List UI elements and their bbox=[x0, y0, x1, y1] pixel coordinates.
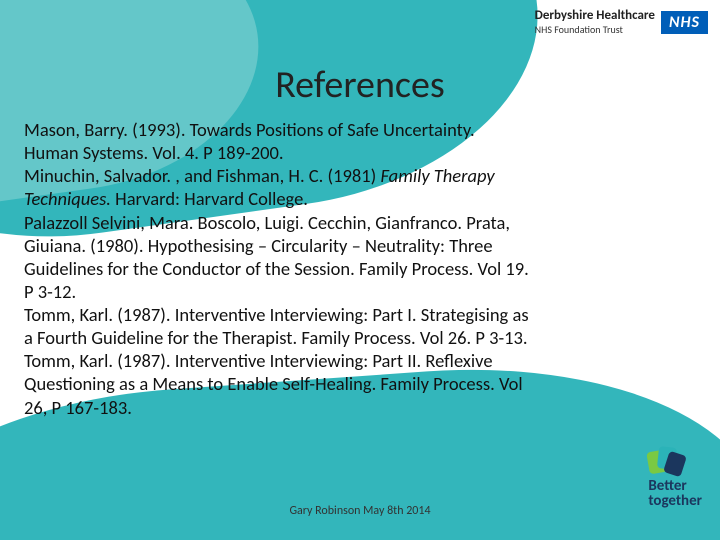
ref-line: Guidelines for the Conductor of the Sess… bbox=[24, 257, 696, 280]
ref-line: Techniques. Harvard: Harvard College. bbox=[24, 187, 696, 210]
brand-bar: Derbyshire Healthcare NHS Foundation Tru… bbox=[535, 8, 708, 36]
page-title: References bbox=[0, 62, 720, 108]
ref-line: P 3-12. bbox=[24, 280, 696, 303]
bt-logo-icon bbox=[648, 447, 682, 477]
ref-line: Tomm, Karl. (1987). Interventive Intervi… bbox=[24, 303, 696, 326]
ref-line: Minuchin, Salvador. , and Fishman, H. C.… bbox=[24, 164, 696, 187]
better-together-logo: Better together bbox=[648, 447, 702, 511]
bt-line2: together bbox=[648, 494, 702, 510]
ref-line: Tomm, Karl. (1987). Interventive Intervi… bbox=[24, 349, 696, 372]
org-sub: NHS Foundation Trust bbox=[535, 23, 655, 36]
ref-line: Giuiana. (1980). Hypothesising – Circula… bbox=[24, 234, 696, 257]
ref-line: Mason, Barry. (1993). Towards Positions … bbox=[24, 118, 696, 141]
ref-text: Harvard: Harvard College. bbox=[111, 187, 308, 210]
ref-line: a Fourth Guideline for the Therapist. Fa… bbox=[24, 326, 696, 349]
ref-text-italic: Family Therapy bbox=[380, 164, 494, 187]
ref-line: Questioning as a Means to Enable Self-He… bbox=[24, 372, 696, 395]
org-name: Derbyshire Healthcare bbox=[535, 8, 655, 23]
ref-text: Minuchin, Salvador. , and Fishman, H. C.… bbox=[24, 164, 380, 187]
brand-text: Derbyshire Healthcare NHS Foundation Tru… bbox=[535, 8, 655, 36]
ref-line: Palazzoll Selvini, Mara. Boscolo, Luigi.… bbox=[24, 211, 696, 234]
slide: Derbyshire Healthcare NHS Foundation Tru… bbox=[0, 0, 720, 540]
nhs-logo: NHS bbox=[661, 11, 708, 34]
ref-line: 26, P 167-183. bbox=[24, 396, 696, 419]
footer-text: Gary Robinson May 8th 2014 bbox=[0, 504, 720, 518]
ref-text-italic: Techniques. bbox=[24, 187, 111, 210]
ref-line: Human Systems. Vol. 4. P 189-200. bbox=[24, 141, 696, 164]
references-body: Mason, Barry. (1993). Towards Positions … bbox=[24, 118, 696, 419]
